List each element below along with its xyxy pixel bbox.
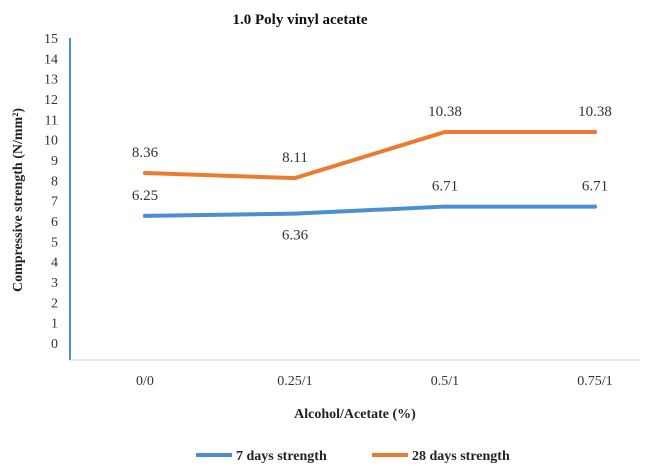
data-point xyxy=(443,129,447,134)
data-point xyxy=(443,204,447,209)
data-point xyxy=(293,211,297,216)
data-label: 6.25 xyxy=(132,188,158,204)
chart-title: 1.0 Poly vinyl acetate xyxy=(233,12,368,28)
y-axis-title: Compressive strength (N/mm²) xyxy=(11,108,26,292)
data-label: 10.38 xyxy=(428,104,462,120)
y-tick-label: 3 xyxy=(51,276,58,291)
x-tick-label: 0.75/1 xyxy=(577,374,612,389)
data-point xyxy=(143,213,147,218)
series-line-1 xyxy=(143,204,597,218)
x-tick-label: 0.5/1 xyxy=(431,374,459,389)
y-tick-label: 11 xyxy=(45,113,58,128)
series-line-2 xyxy=(143,129,597,181)
y-tick-label: 4 xyxy=(51,256,58,271)
data-label: 8.11 xyxy=(282,150,308,166)
y-tick-label: 14 xyxy=(44,52,58,67)
legend-label: 28 days strength xyxy=(412,449,510,464)
data-label: 6.71 xyxy=(582,179,608,195)
y-tick-label: 10 xyxy=(44,134,58,149)
y-tick-label: 9 xyxy=(51,154,58,169)
data-label: 6.36 xyxy=(282,228,309,244)
data-label: 8.36 xyxy=(132,145,159,161)
y-tick-label: 8 xyxy=(51,174,58,189)
y-tick-label: 13 xyxy=(44,73,58,88)
y-tick-label: 6 xyxy=(51,215,58,230)
y-tick-label: 7 xyxy=(51,195,58,210)
x-tick-label: 0/0 xyxy=(136,374,154,389)
legend-label: 7 days strength xyxy=(236,449,327,464)
y-tick-label: 2 xyxy=(51,296,58,311)
legend: 7 days strength 28 days strength xyxy=(196,449,510,464)
data-labels: 6.25 6.36 6.71 6.71 8.36 8.11 10.38 10.38 xyxy=(132,104,612,244)
x-tick-labels: 0/0 0.25/1 0.5/1 0.75/1 xyxy=(136,374,613,389)
data-label: 6.71 xyxy=(432,179,458,195)
y-tick-label: 12 xyxy=(44,93,58,108)
data-point xyxy=(293,176,297,181)
y-tick-label: 0 xyxy=(51,337,58,352)
y-tick-label: 1 xyxy=(51,317,58,332)
data-point xyxy=(593,129,597,134)
y-tick-label: 15 xyxy=(44,32,58,47)
data-label: 10.38 xyxy=(578,104,612,120)
data-point xyxy=(593,204,597,209)
y-tick-label: 5 xyxy=(51,235,58,250)
data-point xyxy=(143,171,147,176)
x-axis-title: Alcohol/Acetate (%) xyxy=(294,407,416,422)
series-lines xyxy=(143,129,597,218)
x-tick-label: 0.25/1 xyxy=(277,374,312,389)
